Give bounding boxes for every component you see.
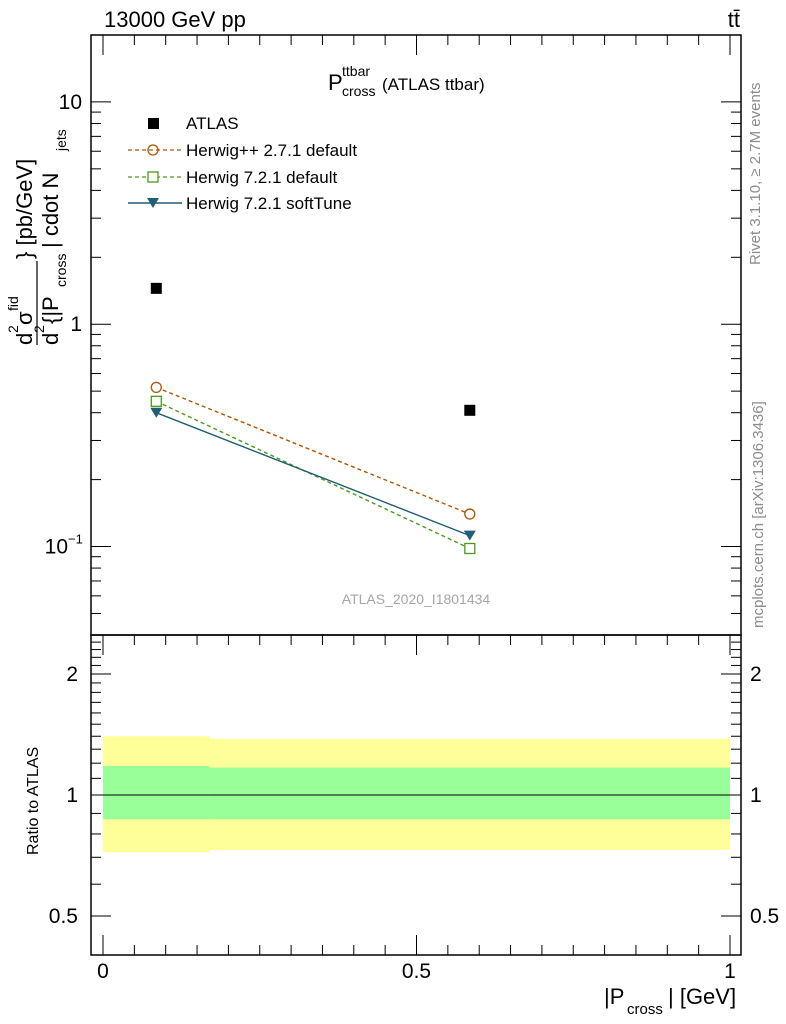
svg-text:Herwig 7.2.1 softTune: Herwig 7.2.1 softTune [186, 194, 352, 213]
ratio-y-tick-05: 0.5 0.5 [49, 905, 779, 928]
point-softtune-1 [463, 530, 476, 541]
svg-text:10: 10 [59, 91, 82, 114]
svg-text:d: d [38, 333, 63, 345]
legend-entry-softtune: Herwig 7.2.1 softTune [128, 194, 352, 213]
svg-text:(ATLAS ttbar): (ATLAS ttbar) [382, 75, 485, 94]
main-minor-ticks [91, 34, 741, 636]
svg-text:cross: cross [53, 254, 69, 287]
mcplots-label: mcplots.cern.ch [arXiv:1306.3436] [750, 401, 767, 628]
series-line-softtune [156, 412, 471, 537]
svg-text:cross: cross [627, 1001, 663, 1018]
point-atlas-0 [150, 282, 162, 294]
legend-marker-herwig721 [147, 171, 159, 183]
x-tick-0: 0 [97, 935, 109, 983]
svg-text:| cdot N: | cdot N [38, 173, 63, 248]
header-left: 13000 GeV pp [104, 7, 246, 32]
ratio-minor-ticks [91, 641, 741, 956]
svg-text:2: 2 [66, 663, 78, 686]
svg-text:| [GeV]: | [GeV] [668, 984, 736, 1009]
svg-text:1: 1 [750, 784, 762, 807]
analysis-label: ATLAS_2020_I1801434 [342, 591, 491, 607]
series-layer [150, 282, 476, 555]
ratio-band-inner-1 [209, 767, 731, 820]
point-atlas-1 [464, 404, 476, 416]
svg-text:1: 1 [66, 784, 78, 807]
legend-marker-atlas [148, 118, 159, 129]
svg-text:σ: σ [12, 311, 37, 325]
main-y-tick-1: 1 [70, 313, 741, 336]
ratio-y-tick-2: 2 2 [66, 663, 761, 686]
legend-marker-softtune [147, 198, 159, 208]
legend-entry-herwig721: Herwig 7.2.1 default [128, 168, 337, 187]
series-line-herwigpp [156, 386, 471, 515]
svg-text:fid: fid [5, 296, 21, 311]
svg-text:} [pb/GeV]: } [pb/GeV] [12, 159, 37, 259]
x-minor-ticks [102, 35, 731, 955]
main-y-axis-label: d 2 σ fid d 2 {|P cross | cdot N jets } … [5, 129, 69, 345]
legend-entry-atlas: ATLAS [148, 114, 239, 133]
svg-text:jets: jets [53, 129, 69, 152]
svg-text:10: 10 [45, 536, 68, 559]
svg-text:−1: −1 [68, 532, 83, 547]
svg-text:2: 2 [750, 663, 762, 686]
svg-text:0.5: 0.5 [402, 960, 431, 983]
svg-text:cross: cross [342, 83, 375, 99]
legend-entry-herwigpp: Herwig++ 2.7.1 default [128, 141, 357, 160]
plot-title: P ttbar cross (ATLAS ttbar) [328, 63, 485, 99]
ratio-y-tick-1: 1 1 [66, 784, 761, 807]
x-tick-05: 0.5 [402, 935, 431, 983]
point-herwigpp-0 [150, 381, 162, 394]
point-herwig721-0 [150, 395, 162, 407]
svg-text:ttbar: ttbar [342, 63, 370, 79]
svg-text:P: P [328, 70, 343, 95]
svg-text:d: d [12, 333, 37, 345]
svg-text:ATLAS: ATLAS [186, 114, 239, 133]
svg-text:Herwig 7.2.1 default: Herwig 7.2.1 default [186, 168, 337, 187]
x-axis-label: |P cross | [GeV] [604, 984, 736, 1018]
svg-text:0.5: 0.5 [49, 905, 78, 928]
ratio-band [103, 736, 731, 853]
svg-text:2: 2 [31, 325, 47, 333]
point-herwig721-1 [464, 542, 476, 555]
svg-text:|P: |P [604, 984, 624, 1009]
main-y-tick-10: 10 [59, 91, 741, 114]
ratio-y-axis-label: Ratio to ATLAS [25, 747, 42, 855]
svg-text:{|P: {|P [38, 296, 63, 324]
point-herwigpp-1 [464, 508, 476, 520]
ratio-band-inner-0 [103, 766, 210, 820]
main-y-tick-01: 10 −1 [45, 532, 741, 559]
svg-text:Herwig++ 2.7.1 default: Herwig++ 2.7.1 default [186, 141, 357, 160]
x-tick-1: 1 [724, 935, 736, 983]
svg-text:2: 2 [5, 325, 21, 333]
svg-text:1: 1 [724, 960, 736, 983]
series-line-herwig721 [155, 400, 471, 550]
legend-marker-herwigpp [147, 144, 159, 156]
svg-text:0: 0 [97, 960, 109, 983]
rivet-label: Rivet 3.1.10, ≥ 2.7M events [747, 83, 764, 266]
header-right: tt̄ [728, 7, 740, 32]
legend: ATLAS Herwig++ 2.7.1 default Herwig 7.2.… [128, 114, 357, 213]
point-softtune-0 [150, 407, 163, 418]
svg-text:1: 1 [70, 313, 82, 336]
svg-text:0.5: 0.5 [750, 905, 779, 928]
